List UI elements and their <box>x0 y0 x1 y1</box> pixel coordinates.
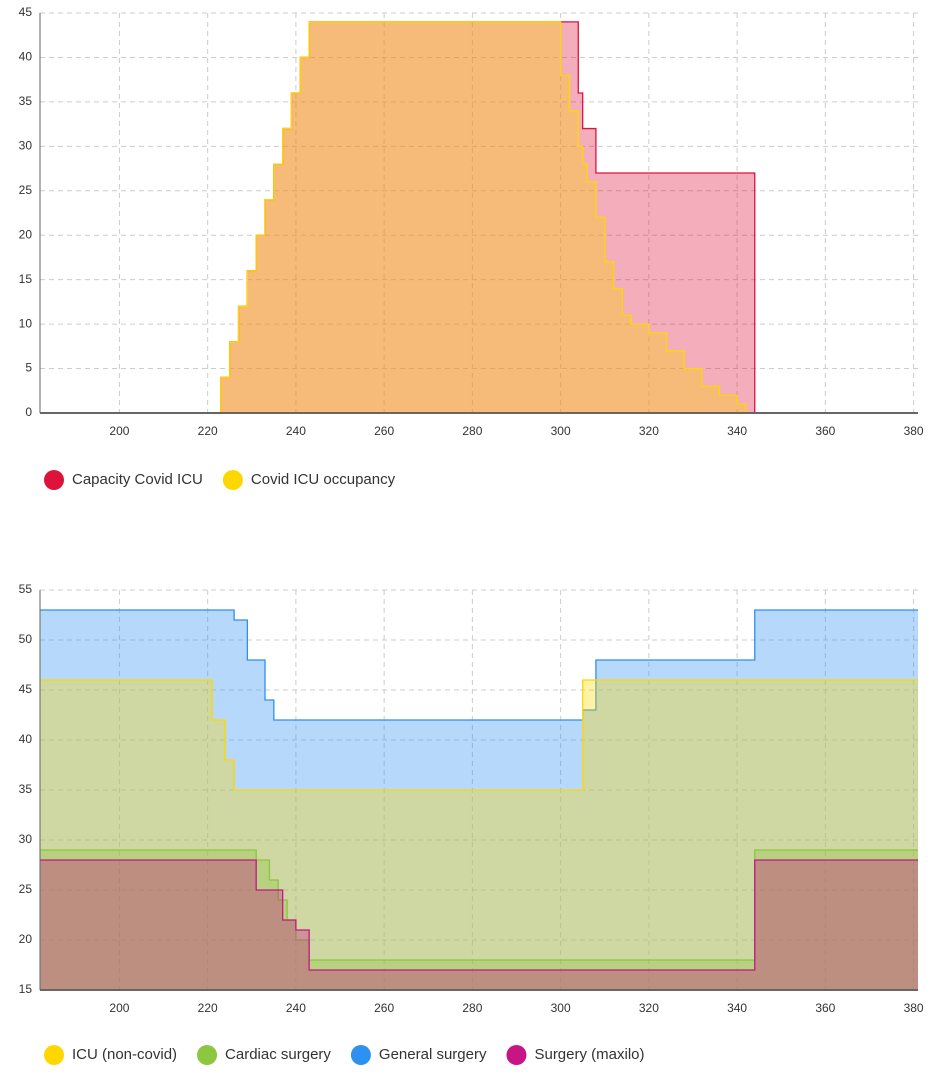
y-tick-label: 40 <box>19 732 33 746</box>
y-tick-label: 35 <box>19 94 33 108</box>
x-tick-label: 220 <box>198 1001 218 1015</box>
legend-label: General surgery <box>379 1046 487 1063</box>
legend-swatch <box>44 470 64 490</box>
area-fill <box>40 610 918 990</box>
x-tick-label: 360 <box>815 424 835 438</box>
area-line <box>40 21 918 414</box>
x-tick-label: 360 <box>815 1001 835 1015</box>
x-tick-label: 240 <box>286 424 306 438</box>
x-tick-label: 240 <box>286 1001 306 1015</box>
y-tick-label: 15 <box>19 982 33 996</box>
y-tick-label: 20 <box>19 932 33 946</box>
x-tick-label: 260 <box>374 1001 394 1015</box>
legend-label: Capacity Covid ICU <box>72 471 203 488</box>
area-line <box>40 859 918 971</box>
legend-swatch <box>44 1045 64 1065</box>
y-tick-label: 55 <box>19 582 33 596</box>
y-tick-label: 25 <box>19 183 33 197</box>
y-tick-label: 15 <box>19 272 33 286</box>
legend-label: Cardiac surgery <box>225 1046 331 1063</box>
legend: Capacity Covid ICU Covid ICU occupancy <box>44 470 396 490</box>
y-tick-label: 45 <box>19 5 33 19</box>
y-tick-label: 5 <box>25 361 32 375</box>
y-tick-label: 0 <box>25 405 32 419</box>
x-tick-label: 280 <box>462 424 482 438</box>
legend-swatch <box>506 1045 527 1065</box>
legend-swatch <box>350 1045 371 1065</box>
x-tick-label: 220 <box>198 424 218 438</box>
legend-label: Covid ICU occupancy <box>251 471 396 488</box>
x-tick-label: 280 <box>462 1001 482 1015</box>
x-tick-label: 340 <box>727 1001 747 1015</box>
legend-label: Surgery (maxilo) <box>534 1046 644 1063</box>
area-line <box>40 679 918 791</box>
area-fill <box>40 850 918 990</box>
legend-label: ICU (non-covid) <box>72 1046 177 1063</box>
x-tick-label: 300 <box>551 424 571 438</box>
area-fill <box>40 21 918 414</box>
x-tick-label: 320 <box>639 1001 659 1015</box>
y-tick-label: 20 <box>19 227 33 241</box>
x-tick-label: 200 <box>109 424 129 438</box>
y-tick-label: 45 <box>19 682 33 696</box>
legend-swatch <box>222 470 243 490</box>
y-tick-label: 30 <box>19 139 33 153</box>
area-line <box>40 609 918 721</box>
y-tick-label: 25 <box>19 882 33 896</box>
y-tick-label: 40 <box>19 50 33 64</box>
area-fill <box>40 680 918 990</box>
y-tick-label: 30 <box>19 832 33 846</box>
x-tick-label: 320 <box>639 424 659 438</box>
x-tick-label: 200 <box>109 1001 129 1015</box>
legend: ICU (non-covid) Cardiac surgery General su… <box>44 1045 645 1065</box>
x-tick-label: 340 <box>727 424 747 438</box>
y-tick-label: 10 <box>19 316 33 330</box>
x-tick-label: 380 <box>904 1001 924 1015</box>
legend-swatch <box>197 1045 218 1065</box>
x-tick-label: 300 <box>551 1001 571 1015</box>
x-tick-label: 380 <box>904 424 924 438</box>
y-tick-label: 50 <box>19 632 33 646</box>
y-tick-label: 35 <box>19 782 33 796</box>
area-fill <box>40 860 918 990</box>
area-fill <box>40 21 918 414</box>
x-tick-label: 260 <box>374 424 394 438</box>
